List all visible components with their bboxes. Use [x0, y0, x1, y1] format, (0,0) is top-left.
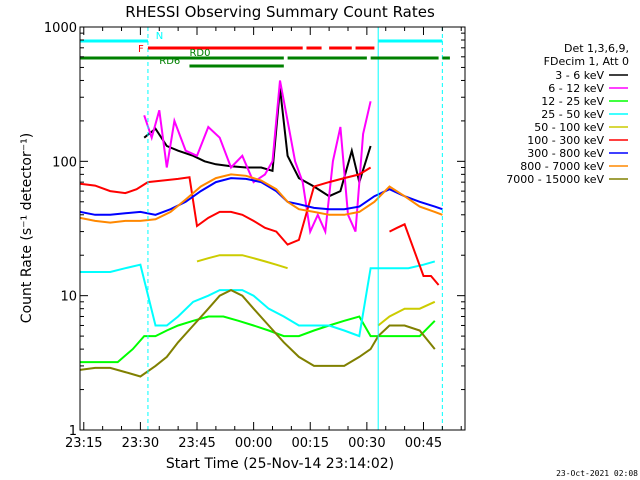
status-label-f: F	[138, 44, 144, 55]
legend-label-8: 7000 - 15000 keV	[506, 173, 604, 186]
plot-frame	[79, 26, 466, 431]
status-label-rd0: RD0	[189, 48, 210, 59]
series-line-5	[80, 166, 440, 286]
legend-label-0: 3 - 6 keV	[555, 69, 604, 82]
x-tick-label-0: 23:15	[65, 436, 102, 451]
legend-label-5: 100 - 300 keV	[527, 134, 604, 147]
x-tick-label-6: 00:45	[405, 436, 442, 451]
y-axis-label: Count Rate (s⁻¹ detector⁻¹)	[19, 133, 35, 323]
x-tick-label-3: 00:00	[235, 436, 272, 451]
series-line-1	[143, 80, 372, 236]
status-bars: N F RD0 RD6	[80, 31, 450, 68]
status-label-n: N	[156, 31, 163, 42]
series-layer	[80, 27, 443, 430]
x-tick-label-5: 00:30	[348, 436, 385, 451]
y-tick-label-2: 100	[52, 155, 77, 170]
series-line-7	[80, 173, 443, 224]
y-tick-label-3: 1000	[44, 21, 77, 36]
legend-label-1: 6 - 12 keV	[548, 82, 604, 95]
chart-title: RHESSI Observing Summary Count Rates	[125, 3, 435, 21]
legend-label-6: 300 - 800 keV	[527, 147, 604, 160]
footer-date: 23-Oct-2021 02:08	[556, 469, 638, 478]
y-tick-label-1: 10	[60, 290, 77, 305]
legend-label-4: 50 - 100 keV	[534, 121, 604, 134]
series-line-0	[143, 88, 372, 198]
x-tick-label-2: 23:45	[178, 436, 215, 451]
series-line-8	[80, 288, 436, 378]
status-label-rd6: RD6	[159, 56, 180, 67]
legend-header-1: FDecim 1, Att 0	[544, 55, 629, 68]
legend-label-2: 12 - 25 keV	[541, 95, 604, 108]
legend-header-0: Det 1,3,6,9,	[564, 42, 629, 55]
series-line-4	[196, 254, 436, 327]
series-line-3	[80, 260, 436, 338]
x-tick-label-4: 00:15	[292, 436, 329, 451]
legend-label-7: 800 - 7000 keV	[520, 160, 604, 173]
x-tick-label-1: 23:30	[122, 436, 159, 451]
x-axis-label: Start Time (25-Nov-14 23:14:02)	[166, 456, 394, 472]
series-line-2	[80, 315, 436, 364]
y-tick-label-0: 1	[69, 424, 77, 439]
legend-label-3: 25 - 50 keV	[541, 108, 604, 121]
series-line-6	[80, 177, 443, 216]
axis-ticks: 23:15 23:30 23:45 00:00 00:15 00:30 00:45 1 10 10…	[44, 21, 465, 451]
